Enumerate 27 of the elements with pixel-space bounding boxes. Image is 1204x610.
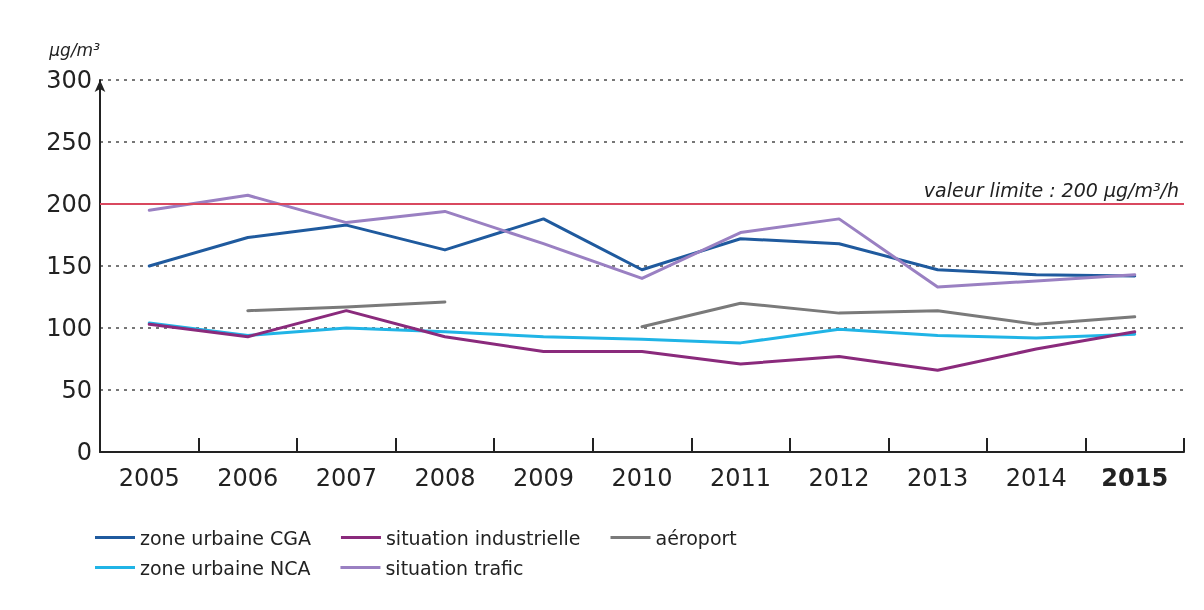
y-tick-label: 200 xyxy=(46,190,92,218)
y-tick-label: 100 xyxy=(46,314,92,342)
x-tick-label: 2013 xyxy=(907,464,969,492)
y-tick-label: 300 xyxy=(46,66,92,94)
x-tick-label: 2014 xyxy=(1005,464,1067,492)
legend-label: zone urbaine NCA xyxy=(140,556,311,579)
legend-label: situation trafic xyxy=(385,556,524,579)
line-series xyxy=(147,217,1137,278)
legend-label: situation industrielle xyxy=(385,526,581,549)
line-series xyxy=(147,309,1137,372)
x-tick-label: 2006 xyxy=(217,464,279,492)
x-tick-label: 2010 xyxy=(611,464,673,492)
y-tick-label: 50 xyxy=(61,376,92,404)
x-tick-label: 2009 xyxy=(512,464,574,492)
legend-label: zone urbaine CGA xyxy=(140,526,311,549)
y-tick-label: 150 xyxy=(46,252,92,280)
x-tick-label: 2007 xyxy=(315,464,377,492)
ref-line-label: valeur limite : 200 µg/m³/h xyxy=(923,178,1179,201)
legend-label: aéroport xyxy=(655,526,737,549)
x-tick-label: 2008 xyxy=(414,464,476,492)
x-tick-label: 2011 xyxy=(710,464,772,492)
y-tick-label: 250 xyxy=(46,128,92,156)
x-tick-label: 2015 xyxy=(1101,464,1169,492)
y-tick-label: 0 xyxy=(76,438,92,466)
x-tick-label: 2005 xyxy=(118,464,180,492)
y-axis-title: µg/m³ xyxy=(48,39,101,60)
x-tick-label: 2012 xyxy=(808,464,870,492)
